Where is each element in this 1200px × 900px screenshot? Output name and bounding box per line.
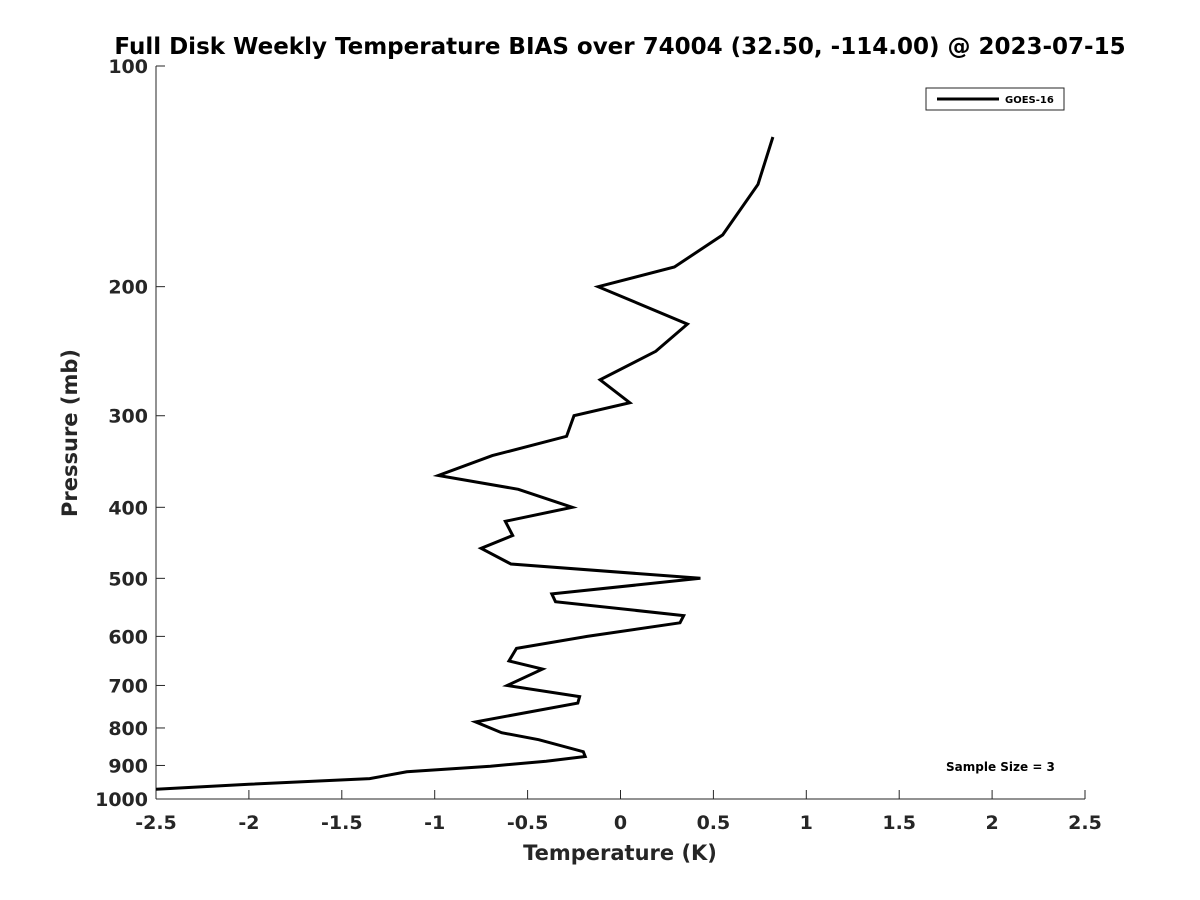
chart-title: Full Disk Weekly Temperature BIAS over 7…: [114, 34, 1125, 60]
legend-label: GOES-16: [1005, 95, 1054, 106]
y-tick-label: 300: [108, 406, 148, 428]
series-layer: [155, 136, 775, 791]
x-tick-label: -1: [424, 812, 445, 834]
x-tick-label: -2: [238, 812, 259, 834]
y-tick-group: 100 200 300 400 500 600 700 800 900 1000: [95, 56, 165, 811]
y-tick-label: 1000: [95, 789, 148, 811]
y-tick-label: 100: [108, 56, 148, 78]
x-tick-label: 1.5: [882, 812, 916, 834]
x-tick-label: 2.5: [1068, 812, 1102, 834]
x-tick-label: -2.5: [135, 812, 177, 834]
x-tick-label: 0.5: [697, 812, 731, 834]
legend: GOES-16: [925, 87, 1065, 111]
x-tick-label: 0: [614, 812, 627, 834]
y-tick-label: 200: [108, 277, 148, 299]
y-tick-label: 600: [108, 626, 148, 648]
y-tick-label: 400: [108, 497, 148, 519]
y-tick-label: 900: [108, 755, 148, 777]
y-tick-label: 500: [108, 568, 148, 590]
x-tick-label: 1: [800, 812, 813, 834]
y-tick-label: 700: [108, 675, 148, 697]
x-tick-group: -2.5 -2 -1.5 -1 -0.5 0 0.5 1 1.5 2 2.5: [135, 790, 1102, 834]
x-axis-label: Temperature (K): [523, 841, 717, 865]
sample-size-annotation: Sample Size = 3: [946, 760, 1055, 774]
y-axis-label: Pressure (mb): [58, 349, 82, 517]
x-tick-label: 2: [985, 812, 998, 834]
x-tick-label: -1.5: [321, 812, 363, 834]
x-tick-label: -0.5: [507, 812, 549, 834]
series-line-goes-16: [155, 136, 775, 791]
y-tick-label: 800: [108, 718, 148, 740]
